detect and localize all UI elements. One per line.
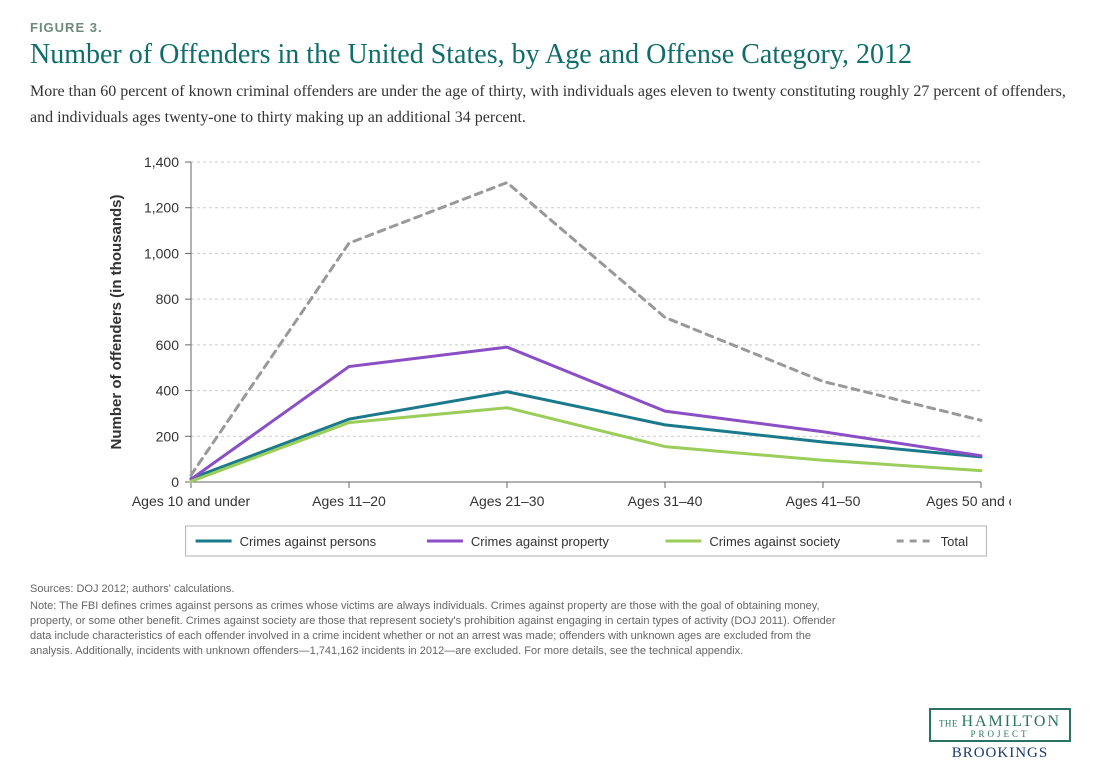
svg-text:Ages 21–30: Ages 21–30 — [469, 493, 544, 509]
svg-text:Ages 41–50: Ages 41–50 — [785, 493, 860, 509]
svg-text:Number of offenders (in thousa: Number of offenders (in thousands) — [108, 195, 125, 450]
brand-logo: THE HAMILTON PROJECT BROOKINGS — [929, 708, 1071, 762]
svg-text:0: 0 — [171, 474, 179, 490]
svg-text:1,000: 1,000 — [143, 246, 178, 262]
svg-text:1,200: 1,200 — [143, 200, 178, 216]
svg-text:Total: Total — [940, 534, 968, 549]
chart-subtitle: More than 60 percent of known criminal o… — [30, 79, 1071, 130]
svg-text:Ages 10 and under: Ages 10 and under — [131, 493, 250, 509]
brookings-logo: BROOKINGS — [929, 745, 1071, 762]
figure-label: FIGURE 3. — [30, 20, 1071, 35]
line-chart: 0 200 400 600 800 1,000 1,200 1,400 Number of of… — [91, 142, 1011, 572]
svg-text:Ages 11–20: Ages 11–20 — [312, 493, 386, 509]
svg-text:200: 200 — [155, 428, 179, 444]
svg-text:400: 400 — [155, 383, 179, 399]
sources-text: Sources: DOJ 2012; authors' calculations… — [30, 582, 850, 597]
hamilton-project-logo: THE HAMILTON PROJECT — [929, 708, 1071, 742]
svg-text:Ages 31–40: Ages 31–40 — [627, 493, 702, 509]
svg-text:Crimes against persons: Crimes against persons — [239, 534, 376, 549]
svg-text:Crimes against society: Crimes against society — [709, 534, 840, 549]
note-text: Note: The FBI defines crimes against per… — [30, 599, 850, 658]
svg-text:600: 600 — [155, 337, 179, 353]
svg-text:Crimes against property: Crimes against property — [470, 534, 608, 549]
svg-text:Ages 50 and over: Ages 50 and over — [926, 493, 1011, 509]
svg-text:1,400: 1,400 — [143, 154, 178, 170]
svg-text:800: 800 — [155, 291, 179, 307]
chart-title: Number of Offenders in the United States… — [30, 39, 1071, 71]
